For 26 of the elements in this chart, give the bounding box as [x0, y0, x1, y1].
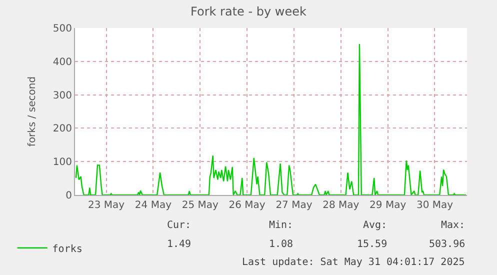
y-tick-label: 300: [52, 90, 72, 102]
text: 503.96: [429, 239, 466, 250]
x-tick-label: 30 May: [416, 200, 454, 211]
text: 15.59: [357, 239, 388, 250]
chart-title: Fork rate - by week: [190, 4, 306, 18]
text: Last update: Sat May 31 04:01:17 2025: [242, 257, 465, 268]
y-tick-label: 200: [52, 124, 72, 135]
text: 1.08: [269, 239, 294, 250]
y-tick-label: 100: [52, 157, 72, 168]
y-tick-label: 500: [52, 24, 72, 34]
x-tick-label: 23 May: [88, 200, 125, 211]
y-tick-label: 400: [52, 56, 72, 68]
x-tick-label: 26 May: [228, 200, 266, 211]
x-tick-label: 27 May: [276, 200, 312, 211]
x-tick-label: 28 May: [322, 200, 360, 211]
x-tick-label: 25 May: [182, 200, 218, 211]
y-axis-title: forks / second: [26, 76, 38, 147]
text: 1.49: [167, 239, 192, 250]
legend-label: forks: [52, 244, 82, 255]
y-tick-label: 0: [66, 190, 72, 202]
text: Cur:: [167, 220, 192, 231]
text: Max:: [441, 220, 466, 231]
text: Min:: [269, 220, 294, 231]
x-tick-label: 24 May: [134, 200, 172, 211]
x-tick-label: 29 May: [370, 200, 406, 211]
text: Avg:: [363, 220, 388, 231]
